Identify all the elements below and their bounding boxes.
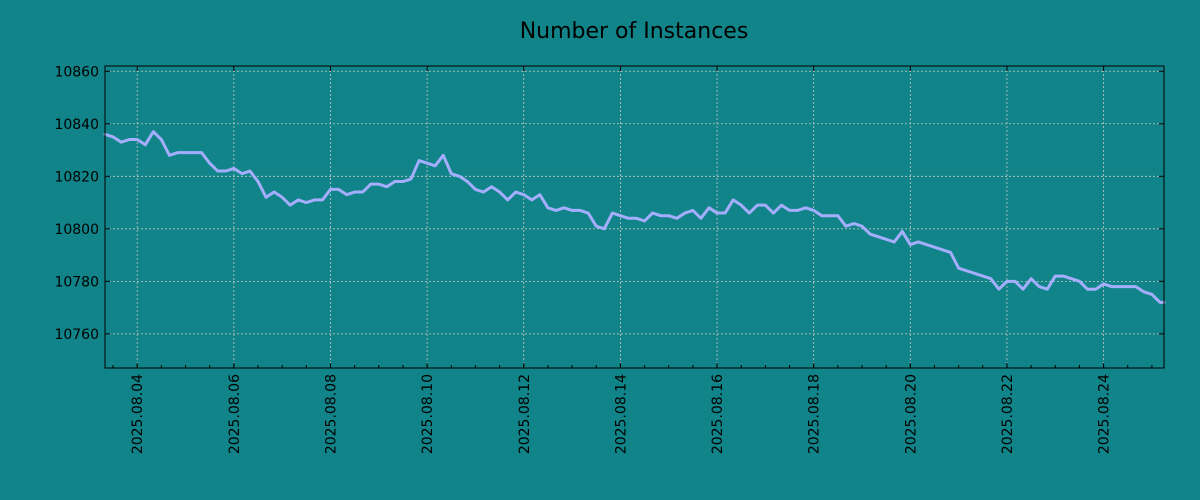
y-tick-label: 10780 bbox=[54, 274, 99, 290]
y-tick-label: 10800 bbox=[54, 222, 99, 238]
chart-title: Number of Instances bbox=[520, 19, 749, 44]
grid bbox=[105, 66, 1164, 368]
series-line bbox=[103, 130, 1166, 304]
x-tick-label: 2025.08.20 bbox=[903, 374, 919, 454]
x-tick-label: 2025.08.14 bbox=[613, 374, 629, 454]
y-tick-label: 10860 bbox=[54, 64, 99, 80]
x-tick-label: 2025.08.06 bbox=[227, 374, 243, 454]
x-tick-label: 2025.08.12 bbox=[517, 374, 533, 454]
y-tick-label: 10760 bbox=[54, 327, 99, 343]
x-tick-label: 2025.08.08 bbox=[323, 374, 339, 454]
x-tick-label: 2025.08.24 bbox=[1097, 374, 1113, 454]
x-tick-label: 2025.08.04 bbox=[130, 374, 146, 454]
x-tick-label: 2025.08.10 bbox=[420, 374, 436, 454]
x-tick-label: 2025.08.16 bbox=[710, 374, 726, 454]
y-tick-label: 10840 bbox=[54, 117, 99, 133]
series-layer bbox=[103, 130, 1166, 304]
y-tick-label: 10820 bbox=[54, 169, 99, 185]
x-tick-label: 2025.08.18 bbox=[807, 374, 823, 454]
x-tick-label: 2025.08.22 bbox=[1000, 374, 1016, 454]
axis-ticks: 10760 10780 10800 10820 10840 10860 2025.08.04… bbox=[54, 64, 1164, 454]
plot-frame bbox=[104, 65, 1165, 369]
